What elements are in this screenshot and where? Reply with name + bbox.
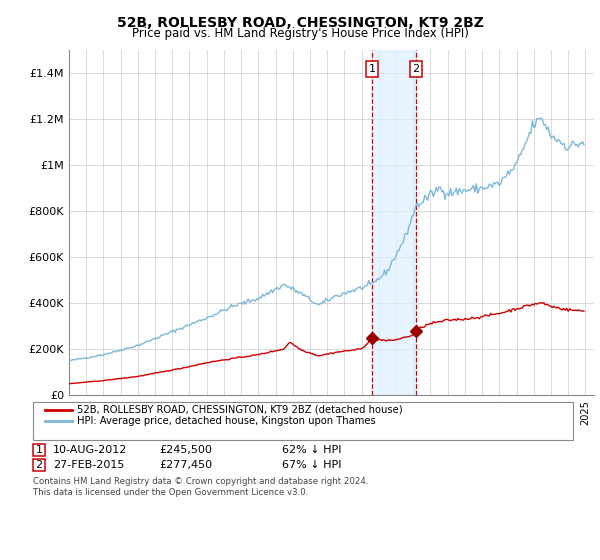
Text: HPI: Average price, detached house, Kingston upon Thames: HPI: Average price, detached house, King… (77, 416, 376, 426)
Text: 2: 2 (35, 460, 43, 470)
Text: 52B, ROLLESBY ROAD, CHESSINGTON, KT9 2BZ (detached house): 52B, ROLLESBY ROAD, CHESSINGTON, KT9 2BZ… (77, 405, 403, 415)
Text: Contains HM Land Registry data © Crown copyright and database right 2024.
This d: Contains HM Land Registry data © Crown c… (33, 477, 368, 497)
Text: 10-AUG-2012: 10-AUG-2012 (53, 445, 127, 455)
Text: 27-FEB-2015: 27-FEB-2015 (53, 460, 124, 470)
Text: 2: 2 (412, 64, 419, 74)
Text: 67% ↓ HPI: 67% ↓ HPI (282, 460, 341, 470)
Text: 1: 1 (35, 445, 43, 455)
Text: 62% ↓ HPI: 62% ↓ HPI (282, 445, 341, 455)
Text: £245,500: £245,500 (159, 445, 212, 455)
Text: Price paid vs. HM Land Registry's House Price Index (HPI): Price paid vs. HM Land Registry's House … (131, 27, 469, 40)
Text: 52B, ROLLESBY ROAD, CHESSINGTON, KT9 2BZ: 52B, ROLLESBY ROAD, CHESSINGTON, KT9 2BZ (116, 16, 484, 30)
Bar (372, 50, 416, 395)
Text: 1: 1 (368, 64, 376, 74)
Text: £277,450: £277,450 (159, 460, 212, 470)
